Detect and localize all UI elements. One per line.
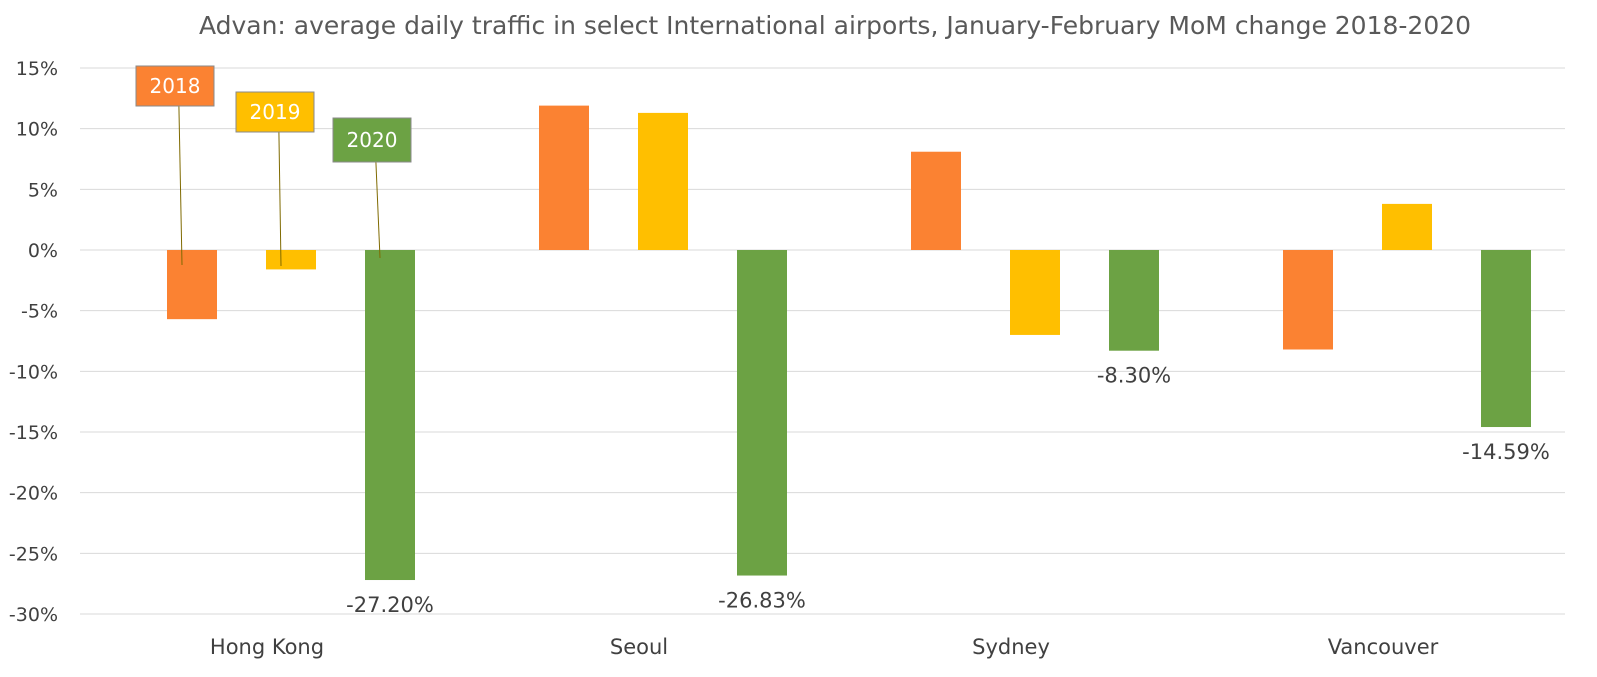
category-label-seoul: Seoul — [610, 635, 668, 659]
y-axis: 15% 10% 5% 0% -5% -10% -15% -20% -25% -30% — [9, 58, 58, 626]
data-label: -27.20% — [346, 593, 434, 617]
y-tick-label: -10% — [9, 361, 58, 383]
y-tick-label: -30% — [9, 604, 58, 626]
bars — [167, 105, 1531, 581]
bar-2020-hong-kong — [365, 250, 415, 581]
data-label: -8.30% — [1097, 364, 1171, 388]
category-label-hong-kong: Hong Kong — [210, 635, 324, 659]
y-tick-label: -5% — [21, 301, 58, 323]
y-tick-label: -15% — [9, 422, 58, 444]
legend-label-2018: 2018 — [150, 74, 201, 98]
legend-box-2018 — [135, 65, 215, 107]
legend-box-2019 — [235, 91, 315, 133]
grid — [80, 67, 1565, 615]
bar-2020-sydney — [1109, 250, 1159, 351]
legend-leader-line — [178, 105, 183, 266]
data-label: -26.83% — [718, 589, 806, 613]
y-tick-label: 10% — [16, 119, 58, 141]
bar-2018-sydney — [911, 151, 961, 250]
category-label-vancouver: Vancouver — [1328, 635, 1439, 659]
legend: 2018 2019 2020 — [135, 65, 412, 267]
bar-2020-seoul — [737, 250, 787, 576]
legend-label-2019: 2019 — [250, 100, 301, 124]
bar-2018-hong-kong — [167, 250, 217, 320]
legend-leader-line — [375, 161, 381, 259]
data-label: -14.59% — [1462, 440, 1550, 464]
legend-label-2020: 2020 — [347, 128, 398, 152]
bar-2019-seoul — [638, 112, 688, 250]
bar-2019-sydney — [1010, 250, 1060, 335]
y-tick-label: 0% — [28, 240, 58, 262]
data-labels: -27.20% -26.83% -8.30% -14.59% — [346, 364, 1550, 617]
legend-leader-line — [278, 131, 282, 267]
y-tick-label: -20% — [9, 483, 58, 505]
bar-2020-vancouver — [1481, 250, 1531, 428]
chart-title: Advan: average daily traffic in select I… — [199, 11, 1471, 40]
bar-2018-vancouver — [1283, 250, 1333, 350]
y-tick-label: 15% — [16, 58, 58, 80]
legend-box-2020 — [332, 117, 412, 163]
bar-2018-seoul — [539, 105, 589, 250]
y-tick-label: -25% — [9, 543, 58, 565]
x-axis: Hong Kong Seoul Sydney Vancouver — [210, 635, 1439, 659]
y-tick-label: 5% — [28, 179, 58, 201]
bar-2019-vancouver — [1382, 203, 1432, 250]
bar-2019-hong-kong — [266, 250, 316, 270]
category-label-sydney: Sydney — [972, 635, 1050, 659]
